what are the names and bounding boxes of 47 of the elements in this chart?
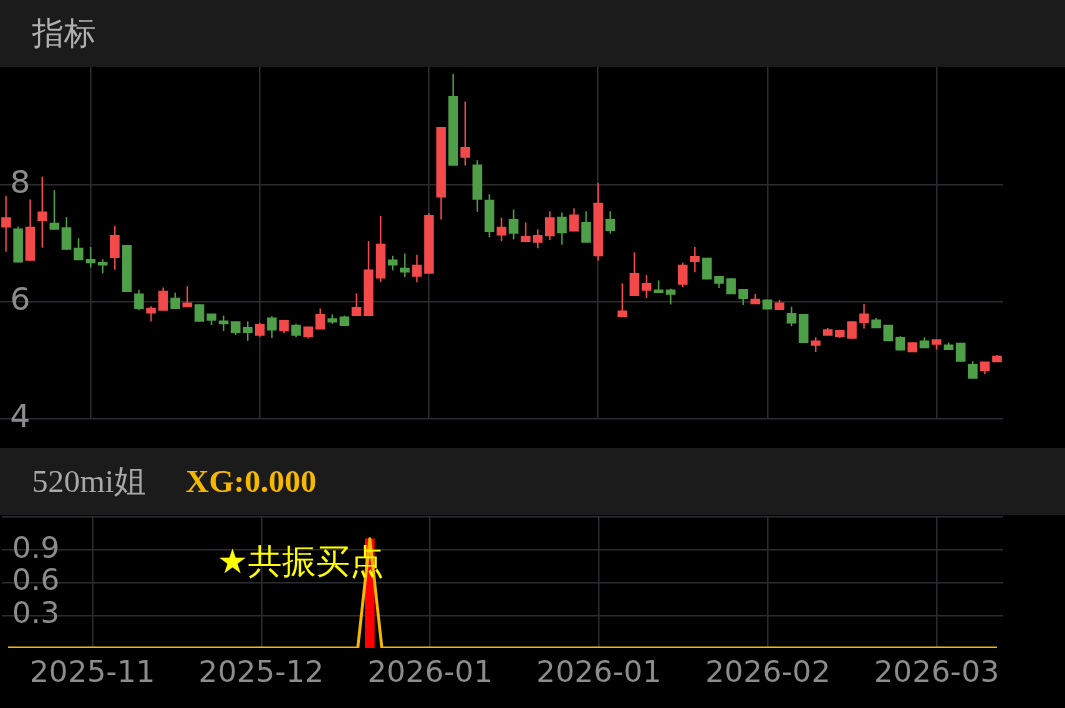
y-tick-label: 6 [10,279,31,318]
candlestick [690,246,700,273]
candlestick [134,289,144,312]
candlestick [786,306,797,327]
x-tick-label: 2026-03 [873,653,1000,689]
candlestick [412,253,422,283]
x-tick-label: 2026-01 [536,653,662,689]
y-tick-label: 0.9 [11,529,60,565]
chart-title: 指标 [32,12,96,54]
candlestick [545,210,555,241]
candlestick [955,342,966,363]
x-tick-label: 2025-11 [29,653,156,689]
candlestick [182,285,193,308]
candlestick [677,262,688,288]
candlestick [532,228,543,249]
candlestick [460,100,471,167]
candlestick [49,189,60,231]
candlestick [629,251,640,297]
candlestick [508,208,519,241]
x-tick-label: 2026-02 [705,653,831,689]
candlestick [569,207,579,232]
y-tick-label: 0.3 [11,595,60,631]
candlestick [351,292,362,317]
candlestick [267,315,277,339]
x-tick-label: 2025-12 [198,653,324,689]
candlestick [702,257,712,280]
candlestick [859,303,869,330]
y-tick-label: 8 [10,162,31,201]
y-tick-label: 0.6 [11,562,60,598]
candlestick [581,210,591,244]
candlestick [605,210,616,235]
chart-subtitle: XG:0.000 [185,463,317,500]
candlestick [496,216,507,242]
x-tick-label: 2026-01 [367,653,493,689]
candlestick [400,252,410,278]
candlestick [158,286,168,312]
candlestick [73,237,84,261]
candlestick [1,195,11,253]
candlestick [641,274,652,299]
candlestick [85,246,96,269]
candlestick [242,320,253,342]
y-tick-label: 4 [10,397,31,436]
candlestick [557,211,567,246]
chart-title: 520mi姐 [32,461,146,501]
candlestick [61,216,72,251]
candlestick [37,175,48,249]
candlestick [109,225,120,271]
